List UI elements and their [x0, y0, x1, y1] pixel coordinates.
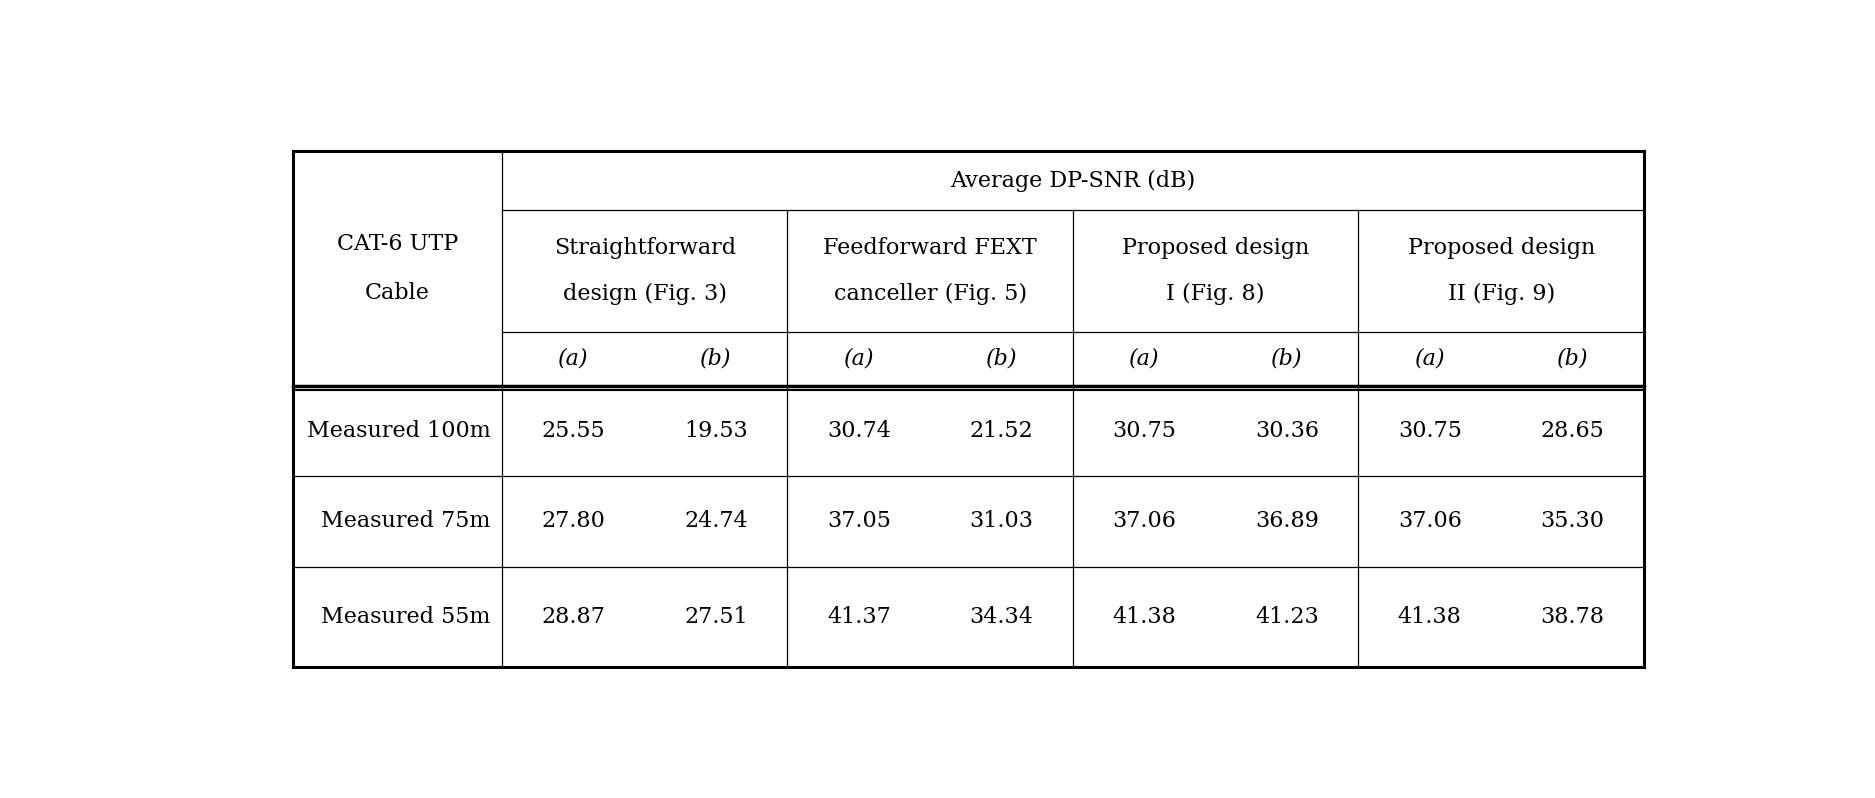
Text: Average DP-SNR (dB): Average DP-SNR (dB) — [951, 170, 1196, 192]
Text: 24.74: 24.74 — [684, 511, 748, 532]
Text: 30.75: 30.75 — [1399, 420, 1462, 442]
Text: 27.80: 27.80 — [542, 511, 606, 532]
Text: 28.65: 28.65 — [1541, 420, 1605, 442]
Text: Proposed design: Proposed design — [1408, 237, 1596, 259]
Text: CAT-6 UTP: CAT-6 UTP — [338, 233, 458, 255]
Text: 21.52: 21.52 — [969, 420, 1033, 442]
Text: (b): (b) — [701, 348, 731, 369]
Text: 31.03: 31.03 — [969, 511, 1033, 532]
Text: 34.34: 34.34 — [969, 606, 1033, 628]
Text: Feedforward FEXT: Feedforward FEXT — [823, 237, 1037, 259]
Text: 38.78: 38.78 — [1541, 606, 1605, 628]
Text: 41.38: 41.38 — [1399, 606, 1462, 628]
Text: Measured 75m: Measured 75m — [321, 511, 491, 532]
Text: 30.36: 30.36 — [1254, 420, 1318, 442]
Text: (a): (a) — [1129, 348, 1159, 369]
Text: 27.51: 27.51 — [684, 606, 748, 628]
Text: 36.89: 36.89 — [1254, 511, 1318, 532]
Text: canceller (Fig. 5): canceller (Fig. 5) — [834, 283, 1028, 306]
Text: 19.53: 19.53 — [684, 420, 748, 442]
Text: (b): (b) — [1556, 348, 1588, 369]
Text: 41.37: 41.37 — [827, 606, 891, 628]
Text: 30.75: 30.75 — [1112, 420, 1176, 442]
Text: (b): (b) — [986, 348, 1018, 369]
Text: 25.55: 25.55 — [542, 420, 606, 442]
Text: 37.06: 37.06 — [1399, 511, 1462, 532]
Text: Measured 100m: Measured 100m — [308, 420, 491, 442]
Text: 37.05: 37.05 — [827, 511, 891, 532]
Text: (a): (a) — [559, 348, 589, 369]
Text: (a): (a) — [844, 348, 874, 369]
Text: 37.06: 37.06 — [1112, 511, 1176, 532]
Text: 41.23: 41.23 — [1254, 606, 1318, 628]
Text: 28.87: 28.87 — [542, 606, 606, 628]
Text: II (Fig. 9): II (Fig. 9) — [1448, 283, 1554, 306]
Text: 30.74: 30.74 — [827, 420, 891, 442]
Text: 35.30: 35.30 — [1541, 511, 1605, 532]
Text: design (Fig. 3): design (Fig. 3) — [562, 283, 728, 306]
Text: Straightforward: Straightforward — [553, 237, 735, 259]
Text: Proposed design: Proposed design — [1121, 237, 1309, 259]
Text: Cable: Cable — [366, 282, 429, 304]
Text: (b): (b) — [1271, 348, 1303, 369]
Text: I (Fig. 8): I (Fig. 8) — [1166, 283, 1266, 306]
Text: (a): (a) — [1414, 348, 1446, 369]
Text: 41.38: 41.38 — [1112, 606, 1176, 628]
Text: Measured 55m: Measured 55m — [321, 606, 491, 628]
